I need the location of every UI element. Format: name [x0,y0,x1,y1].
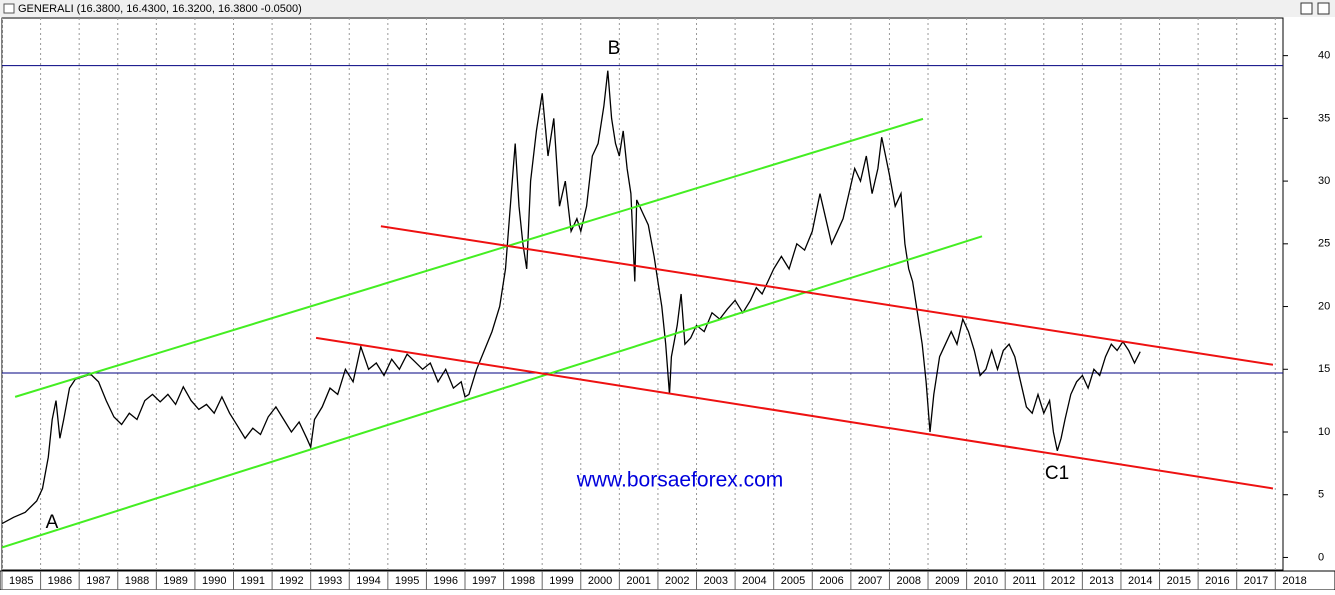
y-tick-label: 25 [1318,238,1330,250]
x-tick-label: 2013 [1089,575,1113,587]
x-tick-label: 2018 [1282,575,1306,587]
x-tick-label: 1987 [86,575,110,587]
window-icon [3,3,15,14]
annotation: C1 [1045,463,1069,484]
x-tick-label: 2012 [1051,575,1075,587]
x-tick-label: 2008 [896,575,920,587]
y-tick-label: 10 [1318,426,1330,438]
x-tick-label: 1999 [549,575,573,587]
x-tick-label: 1991 [241,575,265,587]
x-tick-label: 2006 [819,575,843,587]
close-button[interactable] [1317,2,1330,15]
x-tick-label: 2001 [626,575,650,587]
x-tick-label: 2002 [665,575,689,587]
x-tick-label: 2010 [974,575,998,587]
trendline [315,336,1274,490]
x-tick-label: 1997 [472,575,496,587]
plot-area [1,17,1284,571]
x-tick-label: 1989 [163,575,187,587]
title-bar [0,0,1335,17]
x-tick-label: 2003 [704,575,728,587]
x-tick-label: 2017 [1244,575,1268,587]
x-tick-label: 1993 [318,575,342,587]
price-line [2,70,1141,525]
y-tick-label: 5 [1318,489,1324,501]
x-tick-label: 2000 [588,575,612,587]
x-tick-label: 2016 [1205,575,1229,587]
y-tick-label: 35 [1318,112,1330,124]
x-tick-label: 1994 [356,575,380,587]
x-tick-label: 1992 [279,575,303,587]
x-tick-label: 2004 [742,575,766,587]
x-tick-label: 1985 [9,575,33,587]
trendline [2,235,983,549]
x-tick-label: 1986 [48,575,72,587]
y-tick-label: 20 [1318,300,1330,312]
x-tick-label: 1996 [433,575,457,587]
y-tick-label: 30 [1318,175,1330,187]
y-tick-label: 0 [1318,551,1324,563]
annotation: B [608,38,621,59]
chart-title: GENERALI (16.3800, 16.4300, 16.3200, 16.… [18,3,302,15]
watermark: www.borsaeforex.com [576,469,784,492]
plot-layer [2,18,1283,570]
x-tick-label: 2014 [1128,575,1152,587]
annotation: A [46,512,59,533]
x-tick-label: 1988 [125,575,149,587]
maximize-button[interactable] [1300,2,1313,15]
y-tick-label: 40 [1318,50,1330,62]
x-tick-label: 2011 [1013,575,1037,587]
trendline [14,117,924,398]
x-tick-label: 2009 [935,575,959,587]
x-tick-label: 1990 [202,575,226,587]
x-tick-label: 1995 [395,575,419,587]
x-tick-label: 2005 [781,575,805,587]
x-tick-label: 2007 [858,575,882,587]
y-tick-label: 15 [1318,363,1330,375]
x-tick-label: 2015 [1167,575,1191,587]
x-tick-label: 1998 [511,575,535,587]
trendline [380,225,1274,366]
